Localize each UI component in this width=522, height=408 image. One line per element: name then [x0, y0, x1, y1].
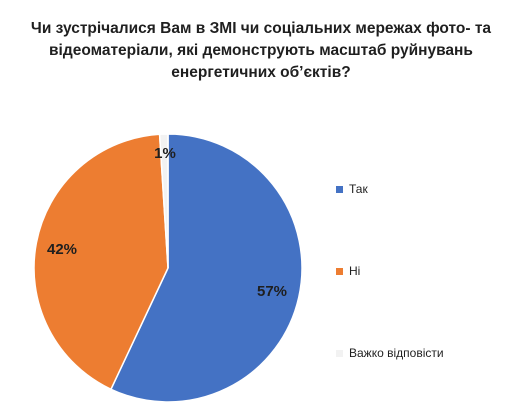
- legend-item: Ні: [336, 264, 360, 278]
- slice-data-label: 42%: [47, 241, 77, 258]
- pie-slice-1: [109, 133, 303, 403]
- legend-swatch: [336, 349, 343, 357]
- chart-title-line: енергетичних об’єктів?: [171, 64, 351, 81]
- pie-slice-3: [158, 133, 169, 269]
- slice-data-label: 57%: [257, 283, 287, 300]
- chart-title-line: відеоматеріали, які демонструють масштаб…: [49, 42, 473, 59]
- legend-item: Так: [336, 182, 368, 196]
- legend-label: Ні: [349, 264, 361, 278]
- legend-item: Важко відповісти: [336, 346, 444, 360]
- chart-title-line: Чи зустрічалися Вам в ЗМІ чи соціальних …: [30, 20, 492, 37]
- legend-swatch: [336, 267, 343, 275]
- legend-label: Важко відповісти: [349, 346, 444, 360]
- slice-data-label: 1%: [154, 145, 176, 162]
- pie-slice-2: [33, 133, 169, 391]
- legend-swatch: [336, 185, 343, 193]
- chart-title: Чи зустрічалися Вам в ЗМІ чи соціальних …: [10, 18, 512, 84]
- legend-label: Так: [349, 182, 368, 196]
- chart-legend: Так Ні Важко відповісти: [336, 0, 516, 408]
